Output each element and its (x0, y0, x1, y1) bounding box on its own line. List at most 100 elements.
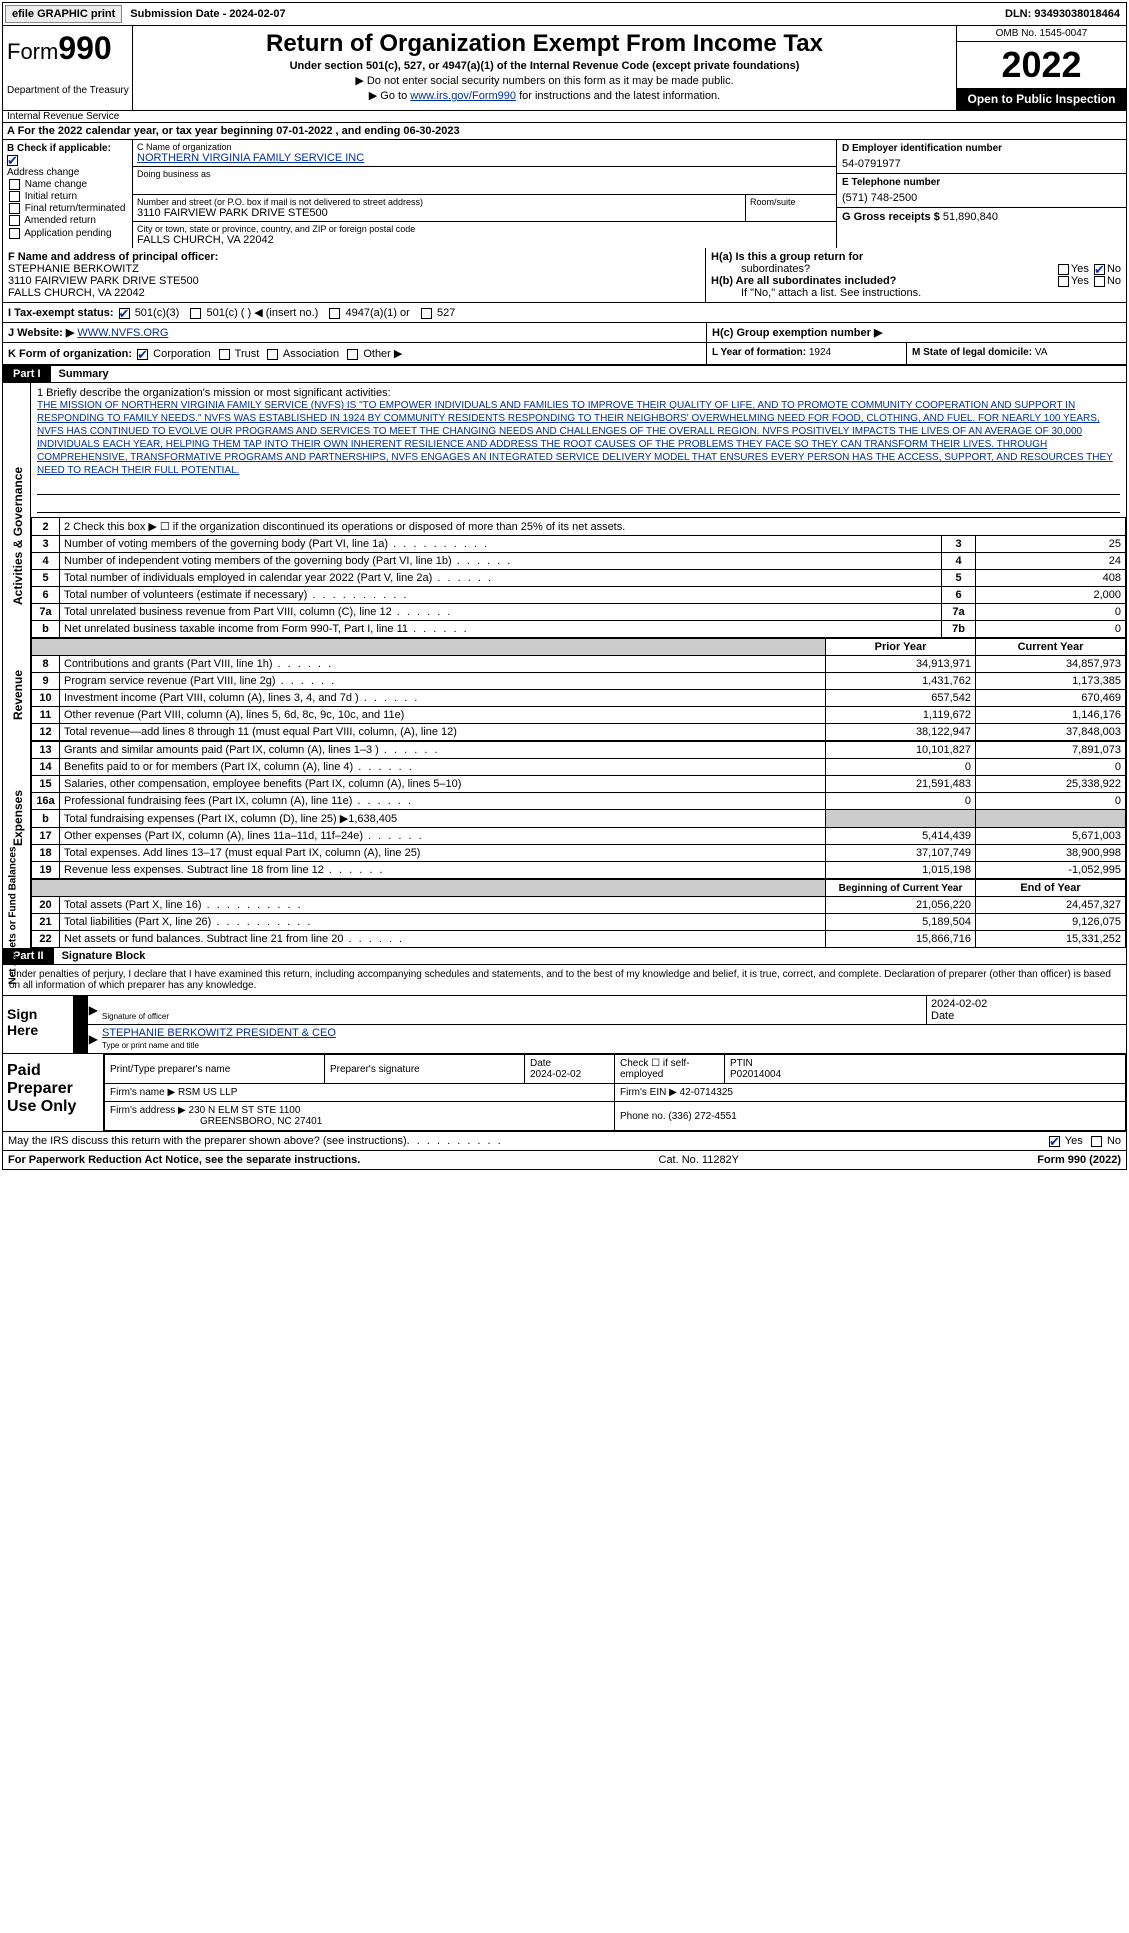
line-7b-key: 7b (942, 621, 976, 638)
4947-checkbox[interactable] (329, 308, 340, 319)
vtab-na-label: Net Assets or Fund Balances (8, 855, 19, 985)
irs-link[interactable]: www.irs.gov/Form990 (410, 90, 516, 102)
l-label: L Year of formation: (712, 347, 806, 358)
line-4-val: 24 (976, 553, 1126, 570)
subtitle-3: ▶ Go to www.irs.gov/Form990 for instruct… (141, 89, 948, 102)
irs-label: Internal Revenue Service (3, 111, 1126, 123)
section-i-row: I Tax-exempt status: 501(c)(3) 501(c) ( … (3, 303, 1126, 323)
line-14-desc: Benefits paid to or for members (Part IX… (64, 761, 353, 773)
firm-name: RSM US LLP (178, 1087, 237, 1098)
omb-number: OMB No. 1545-0047 (957, 26, 1126, 42)
discuss-yes-checkbox[interactable] (1049, 1136, 1060, 1147)
firm-addr-label: Firm's address ▶ (110, 1105, 186, 1116)
line-10-py: 657,542 (826, 690, 976, 707)
line-18-cy: 38,900,998 (976, 845, 1126, 862)
address-change-checkbox[interactable] (7, 155, 18, 166)
line-17-py: 5,414,439 (826, 828, 976, 845)
arrow-icon (74, 996, 88, 1024)
527-checkbox[interactable] (421, 308, 432, 319)
501c-checkbox[interactable] (190, 308, 201, 319)
section-bcd-row: B Check if applicable: Address change Na… (3, 140, 1126, 248)
discuss-label: May the IRS discuss this return with the… (8, 1135, 407, 1147)
line-8-py: 34,913,971 (826, 656, 976, 673)
section-deg: D Employer identification number 54-0791… (836, 140, 1126, 248)
addr-label: Number and street (or P.O. box if mail i… (137, 197, 741, 207)
dba-label: Doing business as (137, 169, 832, 179)
k-label: K Form of organization: (8, 348, 132, 360)
city-value: FALLS CHURCH, VA 22042 (137, 234, 274, 246)
preparer-table: Print/Type preparer's name Preparer's si… (104, 1054, 1126, 1131)
section-fh-row: F Name and address of principal officer:… (3, 248, 1126, 303)
ein-label: D Employer identification number (842, 143, 1121, 154)
efile-print-button[interactable]: efile GRAPHIC print (5, 5, 122, 23)
firm-addr1: 230 N ELM ST STE 1100 (189, 1105, 301, 1116)
line-22-desc: Net assets or fund balances. Subtract li… (64, 933, 343, 945)
ha-yes-checkbox[interactable] (1058, 264, 1069, 275)
line-22-py: 15,866,716 (826, 931, 976, 948)
line-4-desc: Number of independent voting members of … (64, 555, 452, 567)
app-pending-checkbox[interactable] (9, 228, 20, 239)
pra-notice: For Paperwork Reduction Act Notice, see … (8, 1154, 360, 1166)
footer-row: For Paperwork Reduction Act Notice, see … (3, 1151, 1126, 1169)
line-14-py: 0 (826, 759, 976, 776)
vtab-ag-label: Activities & Governance (11, 475, 25, 605)
initial-return-checkbox[interactable] (9, 191, 20, 202)
amended-return-checkbox[interactable] (9, 215, 20, 226)
line-20-py: 21,056,220 (826, 897, 976, 914)
hb-no-checkbox[interactable] (1094, 276, 1105, 287)
blank-line (37, 499, 1120, 513)
tax-year: 2022 (957, 42, 1126, 88)
trust-checkbox[interactable] (219, 349, 230, 360)
arrow-icon (74, 1025, 88, 1053)
sig-officer-label: Signature of officer (102, 1012, 169, 1021)
part-2-title: Signature Block (54, 948, 154, 964)
line-3-key: 3 (942, 536, 976, 553)
summary-table-rev: Prior YearCurrent Year 8Contributions an… (31, 638, 1126, 741)
prep-date-lbl: Date (530, 1058, 551, 1069)
line-15-cy: 25,338,922 (976, 776, 1126, 793)
tel-label: E Telephone number (842, 177, 1121, 188)
line-21-cy: 9,126,075 (976, 914, 1126, 931)
firm-ein: 42-0714325 (680, 1087, 733, 1098)
line-20-desc: Total assets (Part X, line 16) (64, 899, 202, 911)
firm-addr2: GREENSBORO, NC 27401 (110, 1116, 322, 1127)
form-number-cell: Form990 Department of the Treasury (3, 26, 133, 110)
state-domicile: VA (1035, 347, 1048, 358)
paid-preparer-block: Paid Preparer Use Only Print/Type prepar… (3, 1054, 1126, 1132)
subtitle-2: ▶ Do not enter social security numbers o… (141, 74, 948, 87)
corp-checkbox[interactable] (137, 349, 148, 360)
i-label: I Tax-exempt status: (8, 307, 114, 319)
line-21-desc: Total liabilities (Part X, line 26) (64, 916, 211, 928)
line-17-cy: 5,671,003 (976, 828, 1126, 845)
501c3-checkbox[interactable] (119, 308, 130, 319)
sub3-pre: ▶ Go to (369, 90, 410, 102)
website-link[interactable]: WWW.NVFS.ORG (77, 327, 168, 339)
line-21-num: 21 (32, 914, 60, 931)
other-checkbox[interactable] (347, 349, 358, 360)
line-17-num: 17 (32, 828, 60, 845)
ha-no-checkbox[interactable] (1094, 264, 1105, 275)
hb-yes-checkbox[interactable] (1058, 276, 1069, 287)
final-return-checkbox[interactable] (9, 203, 20, 214)
line-4-key: 4 (942, 553, 976, 570)
part-1-title: Summary (51, 366, 117, 382)
org-name[interactable]: NORTHERN VIRGINIA FAMILY SERVICE INC (137, 152, 364, 164)
yes-label-3: Yes (1065, 1135, 1083, 1147)
line-3-val: 25 (976, 536, 1126, 553)
discuss-no-checkbox[interactable] (1091, 1136, 1102, 1147)
submission-date: Submission Date - 2024-02-07 (124, 6, 291, 22)
line-7a-key: 7a (942, 604, 976, 621)
name-change-checkbox[interactable] (9, 179, 20, 190)
ptin-lbl: PTIN (730, 1058, 753, 1069)
line-10-num: 10 (32, 690, 60, 707)
line-5-val: 408 (976, 570, 1126, 587)
line-18-desc: Total expenses. Add lines 13–17 (must eq… (64, 847, 420, 859)
line-8-cy: 34,857,973 (976, 656, 1126, 673)
assoc-checkbox[interactable] (267, 349, 278, 360)
line-14-num: 14 (32, 759, 60, 776)
line-10-cy: 670,469 (976, 690, 1126, 707)
f-label: F Name and address of principal officer: (8, 251, 218, 263)
line-12-cy: 37,848,003 (976, 724, 1126, 741)
section-b: B Check if applicable: Address change Na… (3, 140, 133, 248)
line-11-desc: Other revenue (Part VIII, column (A), li… (64, 709, 404, 721)
